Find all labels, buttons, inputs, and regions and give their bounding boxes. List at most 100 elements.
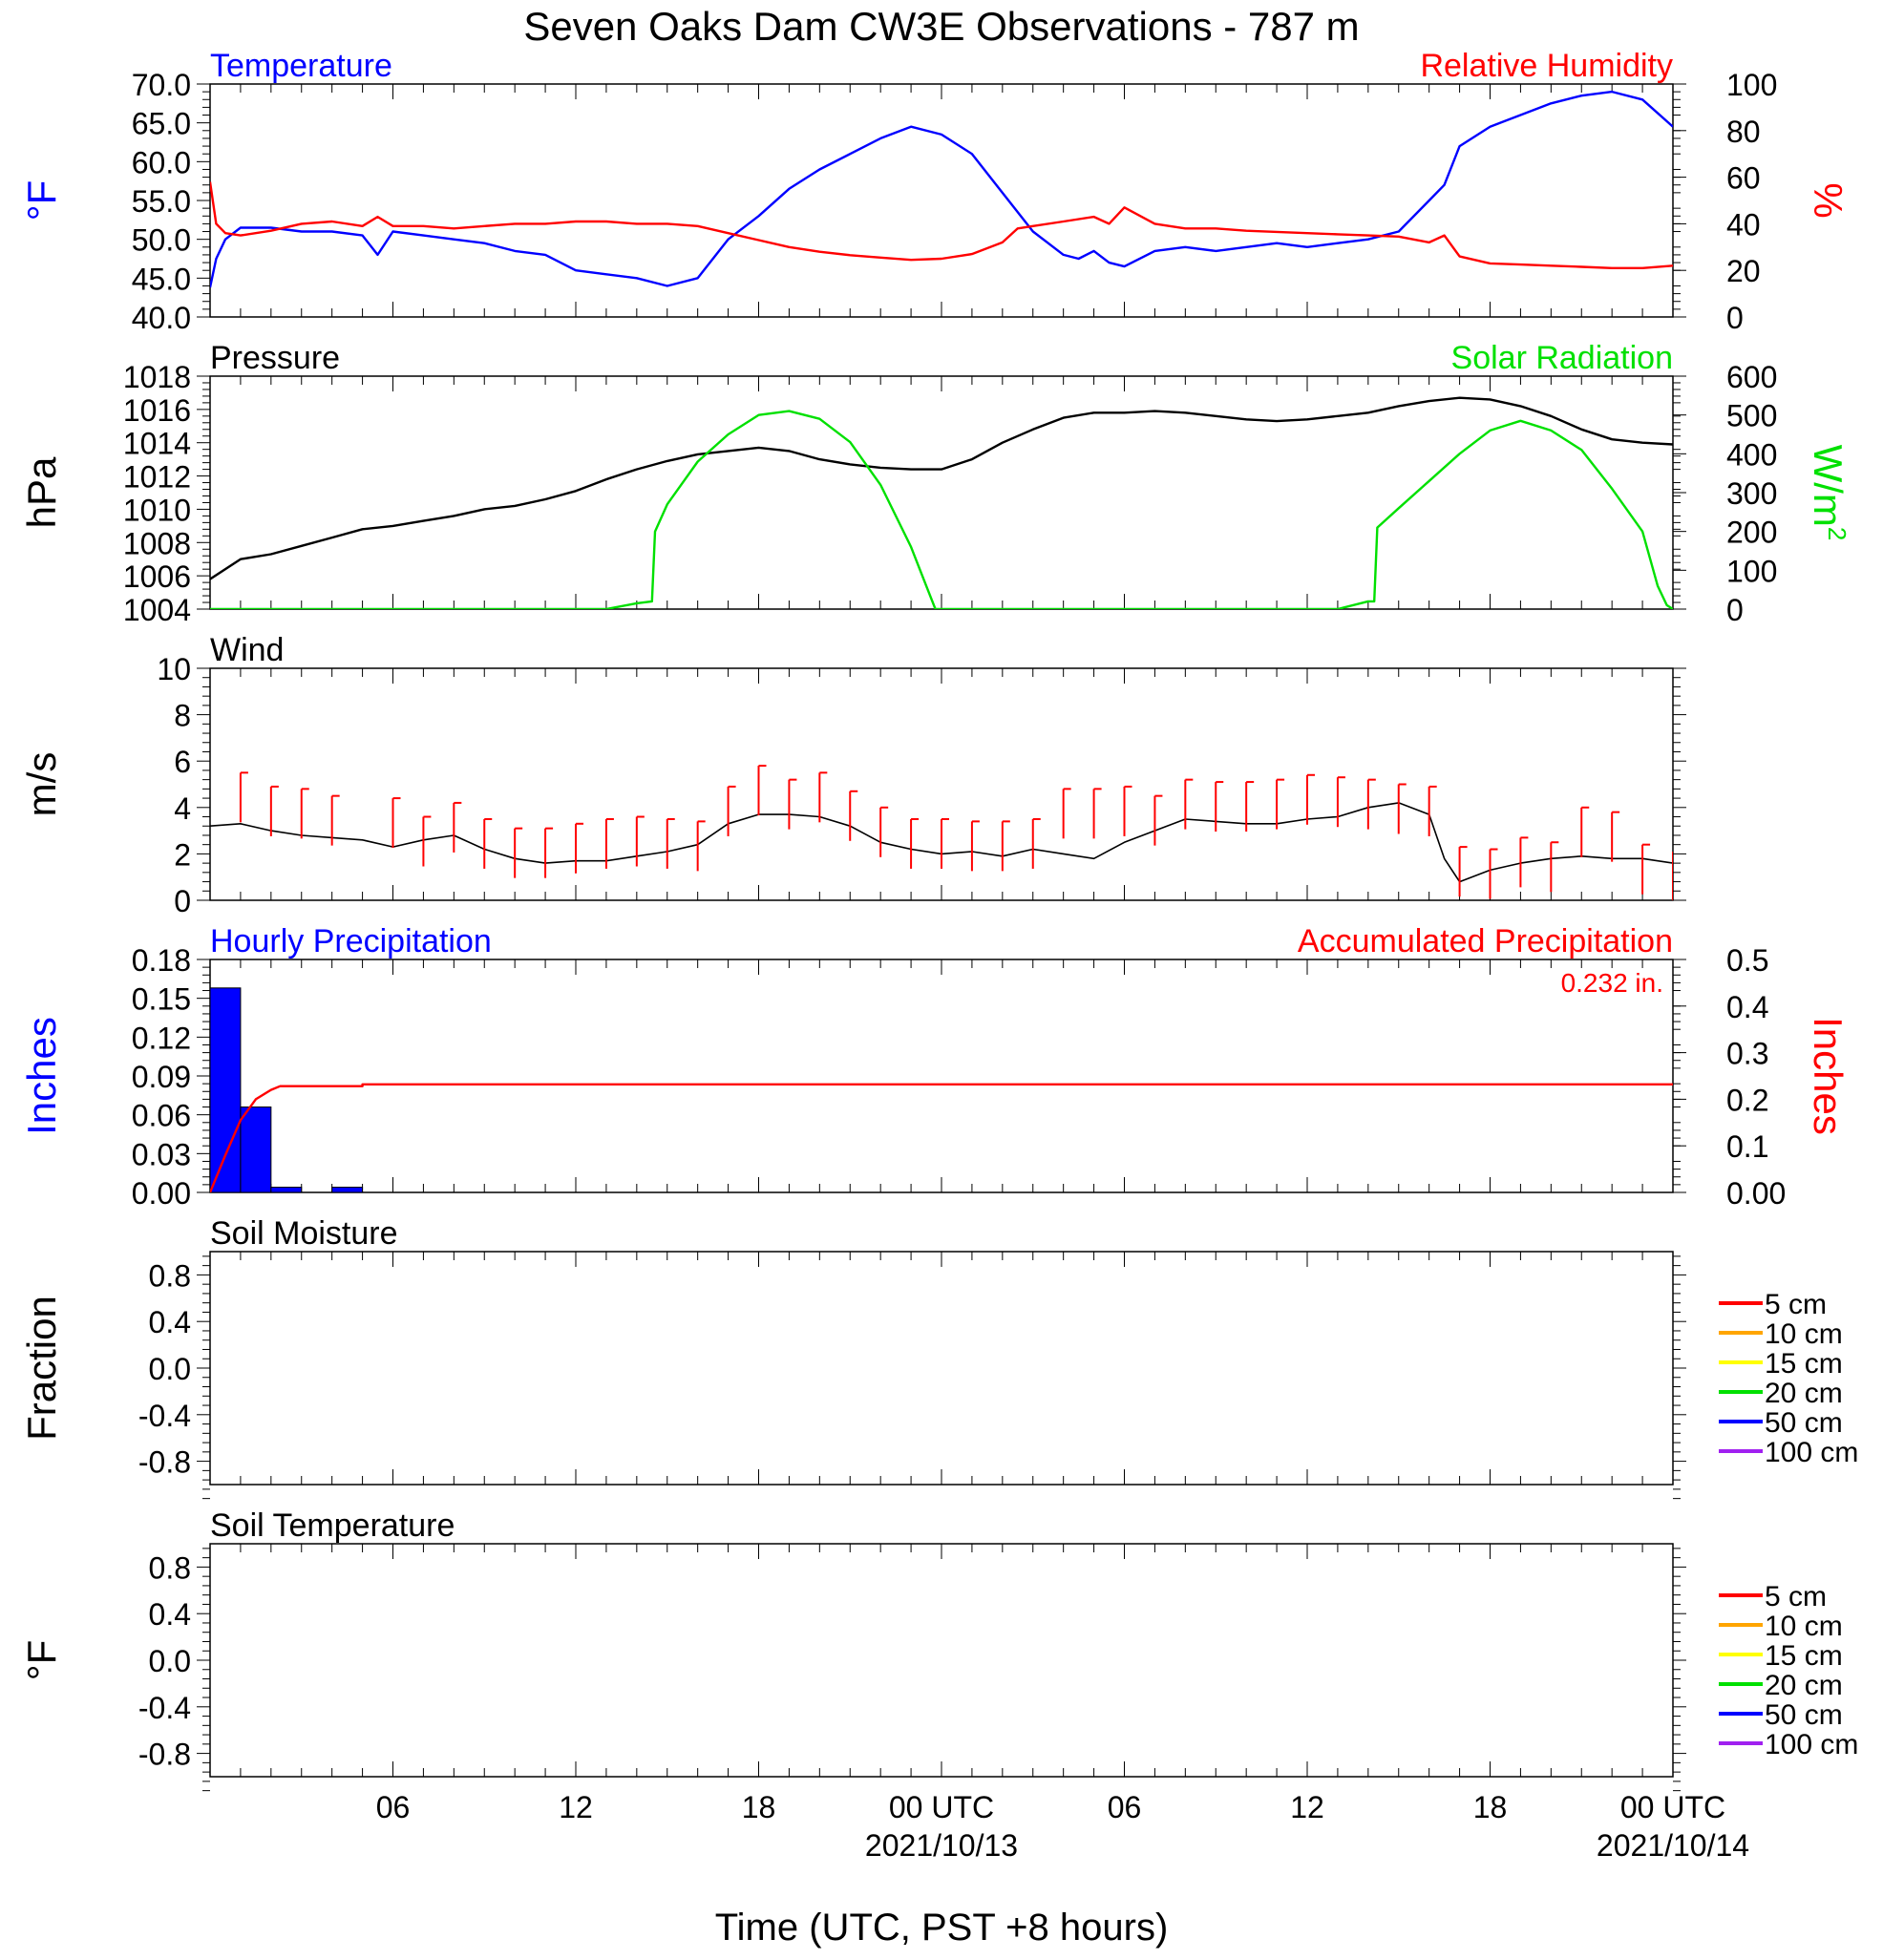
precip-bar bbox=[240, 1106, 272, 1192]
y-tick-label-left: 0.4 bbox=[149, 1597, 191, 1632]
y-axis-label-right: W/m2 bbox=[1806, 445, 1851, 541]
series-line-solar-radiation bbox=[210, 410, 1673, 609]
y-tick-label-right: 0 bbox=[1726, 301, 1744, 335]
legend-label: 15 cm bbox=[1765, 1640, 1843, 1672]
y-tick-label-left: 0.03 bbox=[132, 1137, 191, 1171]
plot-frame bbox=[209, 83, 1674, 318]
y-tick-label-left: 1018 bbox=[123, 360, 191, 394]
y-tick-label-left: 65.0 bbox=[132, 107, 191, 141]
y-tick-label-left: 70.0 bbox=[132, 68, 191, 102]
y-tick-label-right: 0 bbox=[1726, 593, 1744, 627]
time-tick-date: 2021/10/13 bbox=[865, 1828, 1018, 1863]
series-line-accumulated-precipitation bbox=[210, 1083, 1673, 1192]
figure-title: Seven Oaks Dam CW3E Observations - 787 m bbox=[523, 4, 1359, 49]
legend-label: 5 cm bbox=[1765, 1581, 1827, 1612]
legend-label: 50 cm bbox=[1765, 1407, 1843, 1439]
y-tick-label-left: -0.8 bbox=[138, 1445, 191, 1480]
series-line-relative-humidity bbox=[210, 181, 1673, 269]
panel-title-right: Relative Humidity bbox=[1420, 48, 1673, 84]
y-tick-label-left: 0.18 bbox=[132, 943, 191, 978]
y-tick-label-right: 400 bbox=[1726, 437, 1777, 472]
panel-title-right: Solar Radiation bbox=[1451, 340, 1673, 376]
y-axis-label-left: m/s bbox=[19, 752, 64, 817]
y-axis-label-right: % bbox=[1806, 182, 1851, 218]
plot-area bbox=[210, 90, 1673, 288]
y-tick-label-right: 60 bbox=[1726, 161, 1761, 196]
plot-frame bbox=[209, 1543, 1674, 1778]
y-tick-label-right: 200 bbox=[1726, 516, 1777, 550]
x-axis-label: Time (UTC, PST +8 hours) bbox=[715, 1907, 1169, 1949]
y-tick-label-left: 4 bbox=[174, 791, 191, 826]
y-tick-label-left: -0.4 bbox=[138, 1399, 191, 1433]
y-tick-label-left: 0.09 bbox=[132, 1060, 191, 1094]
y-tick-label-left: 50.0 bbox=[132, 223, 191, 258]
y-axis-label-left: °F bbox=[19, 180, 64, 221]
y-tick-label-left: 1014 bbox=[123, 427, 191, 461]
y-tick-label-right: 300 bbox=[1726, 476, 1777, 511]
time-tick-label: 18 bbox=[1473, 1790, 1508, 1824]
legend-label: 100 cm bbox=[1765, 1729, 1858, 1760]
panel-title-left: Temperature bbox=[210, 48, 392, 84]
y-tick-label-left: 0.0 bbox=[149, 1352, 191, 1386]
plot-frame bbox=[209, 375, 1674, 610]
y-tick-label-left: 45.0 bbox=[132, 262, 191, 296]
y-tick-label-right: 100 bbox=[1726, 554, 1777, 588]
precip-bar bbox=[331, 1187, 364, 1192]
panel-precip: 0.00 0.03 0.06 0.09 0.12 0.15 0.18 0.00 0.1 0.2 0.… bbox=[19, 923, 1851, 1211]
legend-label: 15 cm bbox=[1765, 1348, 1843, 1380]
series-line-temperature bbox=[210, 90, 1673, 288]
panel-title-left: Soil Moisture bbox=[210, 1215, 398, 1252]
panel-soil_moisture: -0.8 -0.4 0.0 0.4 0.8 Soil Moisture Fraction 5 … bbox=[19, 1215, 1858, 1500]
y-tick-label-left: 0.06 bbox=[132, 1099, 191, 1133]
plot-frame bbox=[209, 959, 1674, 1193]
legend-label: 10 cm bbox=[1765, 1318, 1843, 1350]
y-tick-label-left: 0.0 bbox=[149, 1644, 191, 1678]
time-tick-label: 00 UTC bbox=[1620, 1790, 1725, 1824]
y-tick-label-right: 0.4 bbox=[1726, 990, 1768, 1024]
y-tick-label-right: 0.3 bbox=[1726, 1037, 1768, 1071]
y-tick-label-right: 500 bbox=[1726, 399, 1777, 433]
time-tick-label: 00 UTC bbox=[889, 1790, 994, 1824]
legend-label: 50 cm bbox=[1765, 1699, 1843, 1731]
y-tick-label-left: 1010 bbox=[123, 493, 191, 527]
y-tick-label-right: 0.5 bbox=[1726, 943, 1768, 978]
y-tick-label-left: 6 bbox=[174, 745, 191, 779]
y-tick-label-left: 1012 bbox=[123, 460, 191, 495]
time-axis: 06 12 18 00 UTC 2021/10/13 06 12 18 00 UTC 2021/1… bbox=[376, 1790, 1749, 1863]
y-tick-label-right: 0.00 bbox=[1726, 1176, 1786, 1211]
time-tick-label: 06 bbox=[376, 1790, 411, 1824]
y-axis-label-left: °F bbox=[19, 1640, 64, 1680]
y-tick-label-left: 2 bbox=[174, 837, 191, 872]
y-tick-label-left: 0.15 bbox=[132, 982, 191, 1017]
y-axis-label-left: hPa bbox=[19, 456, 64, 528]
y-tick-label-right: 20 bbox=[1726, 254, 1761, 288]
time-tick-label: 12 bbox=[559, 1790, 593, 1824]
y-tick-label-left: 1016 bbox=[123, 393, 191, 428]
y-tick-label-left: 0.00 bbox=[132, 1176, 191, 1211]
precip-bar bbox=[270, 1187, 303, 1192]
y-tick-label-left: 0.12 bbox=[132, 1021, 191, 1055]
plot-area bbox=[210, 987, 1673, 1192]
y-tick-label-left: 40.0 bbox=[132, 301, 191, 335]
total-precip-annotation: 0.232 in. bbox=[1561, 968, 1663, 998]
series-line-wind bbox=[210, 802, 1673, 883]
y-tick-label-left: 60.0 bbox=[132, 145, 191, 179]
legend-label: 100 cm bbox=[1765, 1437, 1858, 1468]
time-tick-label: 12 bbox=[1290, 1790, 1324, 1824]
legend-label: 5 cm bbox=[1765, 1289, 1827, 1320]
panel-title-left: Pressure bbox=[210, 340, 340, 376]
y-axis-label-left: Fraction bbox=[19, 1296, 64, 1441]
y-tick-label-left: 8 bbox=[174, 699, 191, 733]
time-tick-label: 06 bbox=[1108, 1790, 1142, 1824]
y-tick-label-right: 0.2 bbox=[1726, 1083, 1768, 1117]
plot-area bbox=[210, 396, 1673, 609]
y-tick-label-left: -0.8 bbox=[138, 1738, 191, 1772]
precip-bar bbox=[210, 987, 242, 1192]
series-line-pressure bbox=[210, 396, 1673, 580]
y-tick-label-right: 0.1 bbox=[1726, 1129, 1768, 1164]
